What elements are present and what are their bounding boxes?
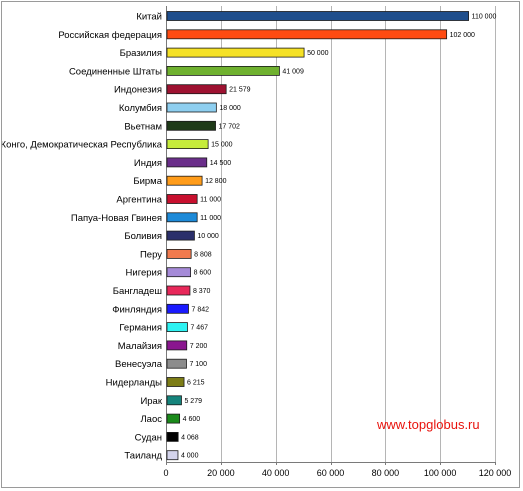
- value-label: 102 000: [450, 32, 475, 39]
- bar[interactable]: [166, 395, 182, 406]
- value-label: 8 370: [193, 288, 211, 295]
- category-labels: Китай Российская федерация Бразилия Соедине…: [2, 12, 163, 462]
- bar[interactable]: [166, 84, 227, 95]
- value-label: 11 000: [200, 197, 221, 204]
- bar[interactable]: [166, 66, 280, 76]
- category-label: Боливия: [124, 231, 162, 242]
- value-label: 5 279: [184, 398, 202, 405]
- bar[interactable]: [166, 340, 188, 351]
- value-label: 15 000: [211, 142, 233, 149]
- bar[interactable]: [166, 212, 198, 223]
- bar[interactable]: [166, 303, 189, 314]
- value-label: 7 842: [192, 306, 210, 313]
- category-label: Ирак: [140, 396, 162, 407]
- bar[interactable]: [166, 267, 191, 278]
- bar[interactable]: [166, 230, 195, 241]
- bar[interactable]: [166, 139, 209, 150]
- value-label: 21 579: [229, 87, 251, 94]
- category-label: Венесуэла: [115, 359, 163, 370]
- category-label: Папуа-Новая Гвинея: [71, 213, 162, 224]
- value-label: 50 000: [307, 50, 329, 57]
- bar[interactable]: [166, 11, 469, 21]
- bar[interactable]: [166, 29, 448, 40]
- value-label: 4 068: [181, 434, 199, 441]
- bar[interactable]: [166, 47, 305, 58]
- value-label: 41 009: [282, 68, 304, 75]
- category-label: Российская федерация: [58, 30, 162, 41]
- x-axis-ticks: 0 20 000 40 000 60 000 80 000 100 000 120 000: [163, 462, 511, 478]
- bar[interactable]: [166, 358, 187, 369]
- category-label: Колумбия: [119, 103, 162, 114]
- category-label: Перу: [140, 249, 162, 260]
- bar[interactable]: [166, 120, 216, 131]
- category-label: Лаос: [140, 414, 162, 425]
- category-label: Индонезия: [114, 85, 162, 96]
- bar[interactable]: [166, 194, 198, 204]
- category-label: Малайзия: [118, 341, 162, 352]
- category-label: Аргентина: [116, 195, 162, 206]
- category-label: Нигерия: [126, 268, 162, 279]
- bar[interactable]: [166, 248, 192, 259]
- category-label: Таиланд: [124, 451, 162, 462]
- value-label: 10 000: [197, 233, 219, 240]
- bar[interactable]: [166, 450, 179, 461]
- value-label: 7 200: [190, 343, 208, 350]
- category-label: Китай: [136, 12, 162, 23]
- value-label: 7 467: [190, 325, 208, 332]
- category-label: Вьетнам: [124, 121, 162, 132]
- bar[interactable]: [166, 157, 208, 168]
- value-label: 4 000: [181, 453, 199, 460]
- category-label: Соединенные Штаты: [69, 66, 162, 77]
- value-label: 4 600: [183, 416, 201, 423]
- bar[interactable]: [166, 175, 203, 186]
- category-label: Финляндия: [112, 304, 162, 315]
- value-label: 8 808: [194, 251, 212, 258]
- x-tick-label: 0: [163, 468, 168, 478]
- category-label: Бразилия: [120, 48, 162, 59]
- x-tick-label: 40 000: [262, 468, 290, 478]
- bar[interactable]: [166, 102, 217, 113]
- bar[interactable]: [166, 377, 185, 387]
- x-tick-label: 100 000: [424, 468, 457, 478]
- value-label: 17 702: [219, 123, 241, 130]
- x-tick-label: 20 000: [207, 468, 235, 478]
- x-tick-label: 60 000: [317, 468, 345, 478]
- value-label: 110 000: [472, 14, 497, 21]
- category-label: Бирма: [133, 176, 162, 187]
- category-label: Судан: [135, 432, 162, 443]
- bars: [166, 11, 469, 461]
- category-label: Нидерланды: [106, 378, 163, 389]
- value-label: 11 000: [200, 215, 221, 222]
- category-label: Бангладеш: [113, 286, 162, 297]
- watermark[interactable]: www.topglobus.ru: [376, 417, 480, 432]
- value-label: 8 600: [194, 270, 212, 277]
- x-tick-label: 120 000: [479, 468, 512, 478]
- value-label: 18 000: [219, 105, 241, 112]
- category-label: Германия: [119, 323, 162, 334]
- bar[interactable]: [166, 413, 181, 424]
- bar[interactable]: [166, 285, 191, 296]
- x-tick-label: 80 000: [372, 468, 400, 478]
- value-label: 6 215: [187, 380, 205, 387]
- bar[interactable]: [166, 431, 179, 442]
- grid-lines: [166, 6, 496, 463]
- value-label: 12 800: [205, 178, 227, 185]
- value-label: 7 100: [189, 361, 207, 368]
- bar[interactable]: [166, 322, 188, 333]
- value-labels: 110 000 102 000 50 000 41 009 21 579 18 000 17…: [181, 14, 497, 460]
- category-label: Конго, Демократическая Республика: [2, 140, 163, 151]
- category-label: Индия: [134, 158, 162, 169]
- value-label: 14 500: [210, 160, 232, 167]
